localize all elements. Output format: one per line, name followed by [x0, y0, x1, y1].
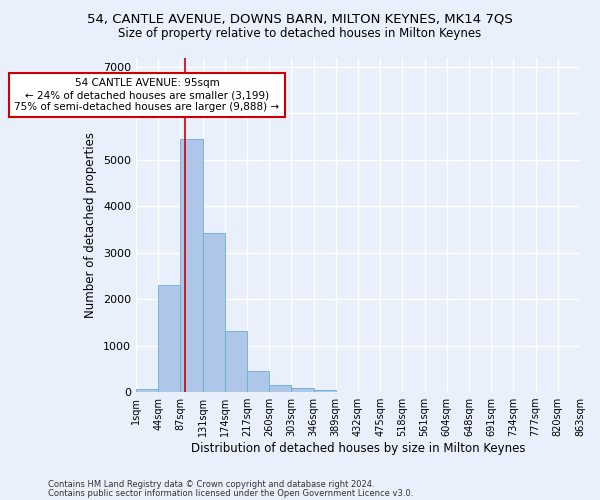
Text: 54, CANTLE AVENUE, DOWNS BARN, MILTON KEYNES, MK14 7QS: 54, CANTLE AVENUE, DOWNS BARN, MILTON KE…	[87, 12, 513, 26]
Bar	[225, 331, 247, 392]
Bar	[203, 232, 225, 392]
X-axis label: Distribution of detached houses by size in Milton Keynes: Distribution of detached houses by size …	[191, 442, 525, 455]
Bar	[292, 388, 314, 392]
Bar	[247, 370, 269, 392]
Bar	[314, 390, 336, 392]
Text: Size of property relative to detached houses in Milton Keynes: Size of property relative to detached ho…	[118, 28, 482, 40]
Text: 54 CANTLE AVENUE: 95sqm
← 24% of detached houses are smaller (3,199)
75% of semi: 54 CANTLE AVENUE: 95sqm ← 24% of detache…	[14, 78, 280, 112]
Text: Contains HM Land Registry data © Crown copyright and database right 2024.: Contains HM Land Registry data © Crown c…	[48, 480, 374, 489]
Bar	[158, 285, 181, 392]
Text: Contains public sector information licensed under the Open Government Licence v3: Contains public sector information licen…	[48, 488, 413, 498]
Bar	[269, 385, 292, 392]
Bar	[181, 139, 203, 392]
Y-axis label: Number of detached properties: Number of detached properties	[85, 132, 97, 318]
Bar	[136, 388, 158, 392]
